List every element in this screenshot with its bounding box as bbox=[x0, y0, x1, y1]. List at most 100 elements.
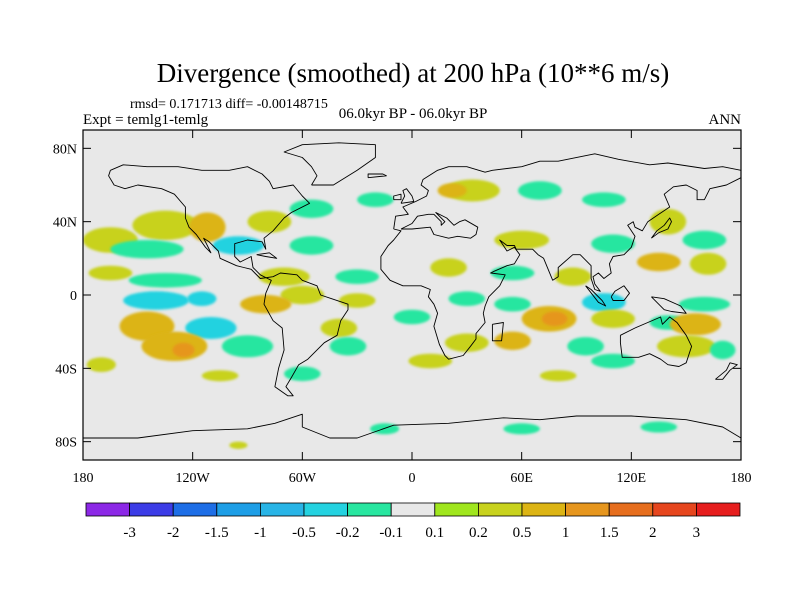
divergence-blob-49 bbox=[494, 331, 531, 350]
divergence-blob-54 bbox=[284, 366, 321, 382]
colorbar-label-10: 1 bbox=[562, 525, 570, 541]
divergence-blob-11 bbox=[518, 181, 562, 200]
y-tick-label-0: 80N bbox=[53, 142, 77, 157]
divergence-blob-25 bbox=[554, 267, 592, 286]
divergence-blob-5 bbox=[212, 236, 264, 255]
divergence-blob-27 bbox=[123, 291, 189, 310]
divergence-blob-47 bbox=[329, 337, 367, 356]
coastline-2 bbox=[400, 212, 479, 239]
divergence-blob-58 bbox=[539, 370, 577, 382]
y-tick-label-1: 40N bbox=[53, 216, 77, 231]
y-tick-label-2: 0 bbox=[70, 289, 77, 304]
coastline-14 bbox=[367, 173, 387, 179]
colorbar-swatch-4 bbox=[259, 502, 305, 517]
divergence-blob-62 bbox=[229, 441, 248, 449]
x-tick-label-3: 0 bbox=[409, 471, 416, 486]
coastline-12 bbox=[491, 322, 504, 342]
divergence-blob-48 bbox=[444, 333, 489, 352]
coastline-9 bbox=[585, 285, 607, 307]
divergence-blob-2 bbox=[189, 212, 226, 242]
divergence-blob-1 bbox=[132, 210, 199, 240]
coastlines bbox=[83, 142, 741, 439]
coastline-6 bbox=[400, 188, 415, 204]
divergence-blob-18 bbox=[689, 252, 727, 275]
divergence-blob-12 bbox=[582, 192, 626, 207]
coastline-1 bbox=[380, 153, 741, 360]
divergence-blob-53 bbox=[86, 357, 116, 373]
coastline-8 bbox=[651, 217, 672, 239]
divergence-blob-17 bbox=[636, 252, 681, 272]
coastline-5 bbox=[83, 413, 741, 439]
divergence-blob-43 bbox=[669, 313, 721, 336]
colorbar-label-9: 0.5 bbox=[513, 525, 532, 541]
experiment-label: Expt = temlg1-temlg bbox=[83, 112, 209, 128]
coastline-11 bbox=[651, 296, 687, 314]
divergence-field bbox=[83, 179, 736, 449]
x-tick-label-6: 180 bbox=[731, 471, 752, 486]
colorbar-label-13: 3 bbox=[693, 525, 701, 541]
divergence-blob-22 bbox=[335, 269, 380, 285]
coastline-0 bbox=[108, 164, 349, 397]
divergence-blob-55 bbox=[408, 353, 453, 369]
divergence-blob-31 bbox=[448, 291, 486, 307]
divergence-blob-21 bbox=[258, 267, 310, 286]
y-tick-label-3: 40S bbox=[55, 362, 77, 377]
colorbar-swatch-9 bbox=[477, 502, 523, 517]
divergence-blob-46 bbox=[221, 335, 274, 358]
colorbar-swatch-3 bbox=[216, 502, 261, 517]
stats-label: rmsd= 0.171713 diff= -0.00148715 bbox=[130, 97, 328, 112]
x-axis: 180 120W 60W 0 60E 120E 180 bbox=[73, 130, 752, 486]
divergence-blob-29 bbox=[240, 295, 292, 314]
divergence-blob-30 bbox=[338, 293, 376, 308]
divergence-blob-26 bbox=[280, 285, 325, 305]
colorbar-swatch-13 bbox=[652, 502, 697, 517]
x-tick-label-4: 60E bbox=[510, 471, 533, 486]
colorbar-swatch-10 bbox=[521, 502, 566, 517]
colorbar-label-4: -0.5 bbox=[292, 525, 316, 541]
coastline-7 bbox=[393, 193, 402, 201]
divergence-blob-7 bbox=[289, 199, 334, 218]
colorbar-label-7: 0.1 bbox=[425, 525, 444, 541]
divergence-blob-15 bbox=[494, 230, 550, 250]
x-tick-label-0: 180 bbox=[73, 471, 94, 486]
divergence-blob-13 bbox=[649, 208, 687, 235]
colorbar-swatch-1 bbox=[129, 502, 174, 517]
divergence-blob-50 bbox=[567, 337, 604, 356]
divergence-blob-3 bbox=[247, 210, 292, 233]
coastline-4 bbox=[283, 142, 376, 186]
divergence-blob-60 bbox=[503, 423, 540, 435]
divergence-blob-4 bbox=[110, 240, 184, 259]
colorbar-swatch-0 bbox=[85, 502, 130, 517]
colorbar: -3 -2 -1.5 -1 -0.5 -0.2 -0.1 0.1 0.2 0.5 1 1.5 2 3 bbox=[85, 502, 741, 541]
coastline-10 bbox=[610, 285, 630, 301]
coastline-15 bbox=[256, 252, 278, 259]
x-tick-label-5: 120E bbox=[617, 471, 647, 486]
colorbar-swatch-5 bbox=[303, 502, 348, 517]
season-label: ANN bbox=[709, 112, 742, 128]
y-axis: 80N 40N 0 40S 80S bbox=[53, 142, 741, 451]
divergence-blob-16 bbox=[591, 234, 635, 253]
divergence-blob-20 bbox=[128, 273, 202, 288]
colorbar-swatch-8 bbox=[434, 502, 479, 517]
colorbar-label-0: -3 bbox=[123, 525, 136, 541]
x-tick-label-1: 120W bbox=[176, 471, 211, 486]
divergence-blob-40 bbox=[541, 311, 568, 327]
colorbar-label-5: -0.2 bbox=[336, 525, 360, 541]
colorbar-label-6: -0.1 bbox=[379, 525, 403, 541]
divergence-blob-28 bbox=[187, 291, 217, 307]
divergence-blob-45 bbox=[172, 342, 195, 358]
divergence-blob-33 bbox=[582, 293, 626, 312]
colorbar-swatch-7 bbox=[390, 502, 436, 517]
divergence-blob-10 bbox=[437, 183, 467, 198]
coastline-3 bbox=[619, 316, 693, 367]
colorbar-label-1: -2 bbox=[167, 525, 180, 541]
period-label: 06.0kyr BP - 06.0kyr BP bbox=[339, 106, 488, 122]
colorbar-swatch-12 bbox=[608, 502, 654, 517]
colorbar-swatch-11 bbox=[565, 502, 610, 517]
y-tick-label-4: 80S bbox=[55, 436, 77, 451]
divergence-blob-36 bbox=[185, 317, 237, 339]
colorbar-label-12: 2 bbox=[649, 525, 657, 541]
chart-title: Divergence (smoothed) at 200 hPa (10**6 … bbox=[157, 58, 669, 88]
colorbar-label-2: -1.5 bbox=[205, 525, 229, 541]
